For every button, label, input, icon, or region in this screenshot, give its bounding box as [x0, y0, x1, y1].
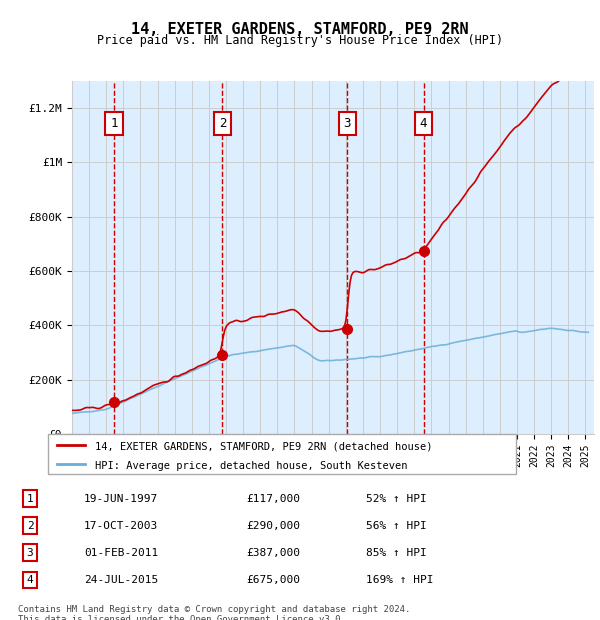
Text: 52% ↑ HPI: 52% ↑ HPI — [366, 494, 427, 503]
Text: £387,000: £387,000 — [246, 548, 300, 558]
Text: 14, EXETER GARDENS, STAMFORD, PE9 2RN (detached house): 14, EXETER GARDENS, STAMFORD, PE9 2RN (d… — [95, 442, 432, 452]
Text: 4: 4 — [26, 575, 34, 585]
Text: 2: 2 — [219, 117, 226, 130]
Text: 14, EXETER GARDENS, STAMFORD, PE9 2RN: 14, EXETER GARDENS, STAMFORD, PE9 2RN — [131, 22, 469, 37]
Text: 56% ↑ HPI: 56% ↑ HPI — [366, 521, 427, 531]
Text: Price paid vs. HM Land Registry's House Price Index (HPI): Price paid vs. HM Land Registry's House … — [97, 34, 503, 47]
Text: 169% ↑ HPI: 169% ↑ HPI — [366, 575, 434, 585]
Text: 4: 4 — [420, 117, 427, 130]
Text: 2: 2 — [26, 521, 34, 531]
Text: 3: 3 — [344, 117, 351, 130]
Text: 19-JUN-1997: 19-JUN-1997 — [84, 494, 158, 503]
Text: 85% ↑ HPI: 85% ↑ HPI — [366, 548, 427, 558]
FancyBboxPatch shape — [48, 434, 516, 474]
Text: £675,000: £675,000 — [246, 575, 300, 585]
Text: 3: 3 — [26, 548, 34, 558]
Text: 17-OCT-2003: 17-OCT-2003 — [84, 521, 158, 531]
Text: 01-FEB-2011: 01-FEB-2011 — [84, 548, 158, 558]
Text: 24-JUL-2015: 24-JUL-2015 — [84, 575, 158, 585]
Text: Contains HM Land Registry data © Crown copyright and database right 2024.
This d: Contains HM Land Registry data © Crown c… — [18, 604, 410, 620]
Text: £290,000: £290,000 — [246, 521, 300, 531]
Text: 1: 1 — [26, 494, 34, 503]
Text: HPI: Average price, detached house, South Kesteven: HPI: Average price, detached house, Sout… — [95, 461, 407, 471]
Text: £117,000: £117,000 — [246, 494, 300, 503]
Text: 1: 1 — [110, 117, 118, 130]
